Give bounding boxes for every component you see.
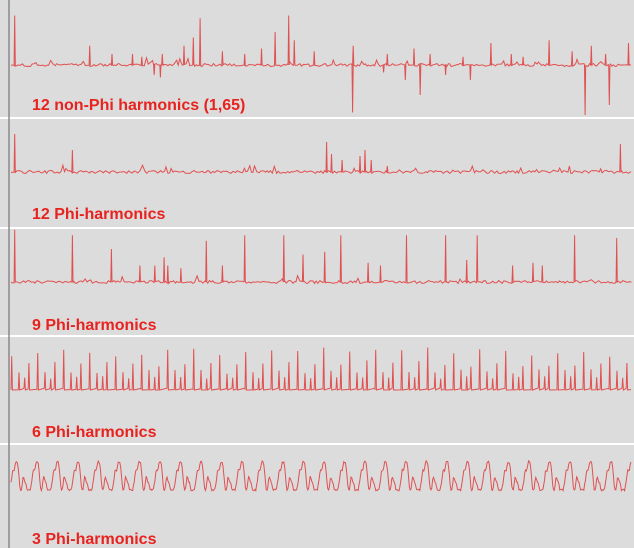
trace-line-3 [10, 229, 632, 285]
trace-2 [10, 133, 632, 175]
label-12-phi: 12 Phi-harmonics [32, 206, 165, 223]
panel-3: 9 Phi-harmonics [10, 229, 632, 334]
label-9-phi: 9 Phi-harmonics [32, 317, 157, 334]
panel-1: 12 non-Phi harmonics (1,65) [10, 15, 632, 116]
trace-5 [10, 459, 632, 493]
trace-line-1 [10, 15, 632, 116]
label-12-non-phi: 12 non-Phi harmonics (1,65) [32, 97, 245, 114]
label-6-phi: 6 Phi-harmonics [32, 424, 157, 441]
panel-5: 3 Phi-harmonics [10, 459, 632, 548]
trace-4 [10, 347, 632, 391]
trace-line-5 [10, 459, 632, 493]
panel-2: 12 Phi-harmonics [10, 133, 632, 223]
trace-line-4 [10, 347, 632, 391]
trace-line-2 [10, 133, 632, 175]
panel-4: 6 Phi-harmonics [10, 347, 632, 441]
trace-1 [10, 15, 632, 116]
trace-3 [10, 229, 632, 285]
label-3-phi: 3 Phi-harmonics [32, 531, 157, 548]
